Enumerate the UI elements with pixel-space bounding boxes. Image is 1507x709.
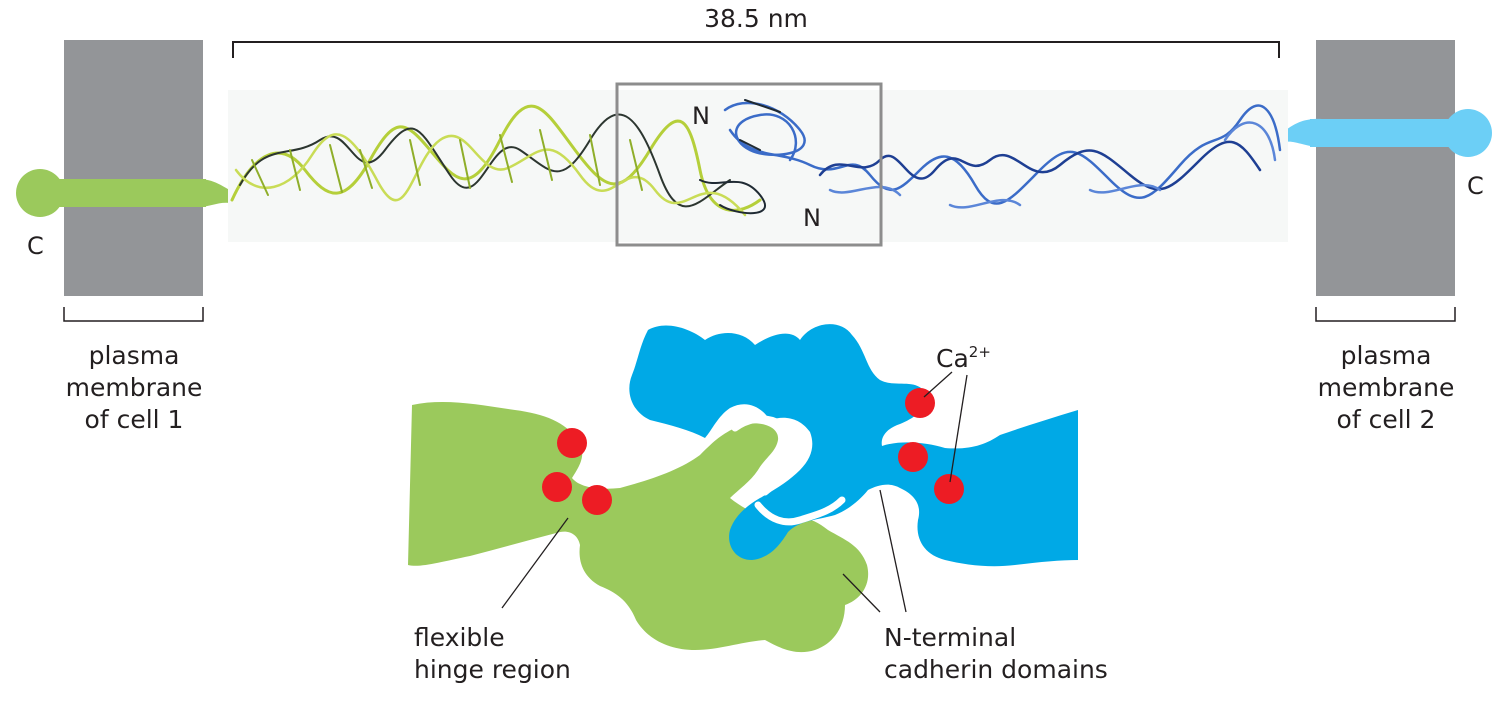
membrane-bracket-cell-2 xyxy=(1315,307,1456,322)
leader-lines xyxy=(501,371,968,613)
ribbon-cell-1 xyxy=(230,104,766,217)
crystal-structure xyxy=(228,82,1288,247)
c-terminus-cell-1: C xyxy=(27,232,44,260)
leader-domains-green xyxy=(842,573,881,613)
interface-box xyxy=(615,82,883,247)
membrane-cell-1 xyxy=(64,40,203,296)
calcium-charge: 2+ xyxy=(968,343,991,361)
membrane-label-line: plasma xyxy=(1340,341,1432,370)
hinge-label-line: hinge region xyxy=(414,655,571,684)
hinge-label: flexible hinge region xyxy=(414,622,571,686)
domains-label: N-terminal cadherin domains xyxy=(884,622,1108,686)
calcium-symbol: Ca xyxy=(936,344,969,373)
leader-hinge xyxy=(501,517,569,609)
calcium-ion xyxy=(905,388,935,418)
tail-cell-2 xyxy=(1280,109,1492,157)
leader-calcium-2 xyxy=(949,374,968,483)
cadherin-domain-cell-2 xyxy=(629,324,1078,567)
cadherin-domain-cell-1 xyxy=(408,402,869,653)
domains-label-line: N-terminal xyxy=(884,623,1017,652)
membrane-label-line: of cell 1 xyxy=(84,405,184,434)
tail-cell-1 xyxy=(16,169,240,217)
membrane-bracket-cell-1 xyxy=(63,307,204,322)
calcium-ion xyxy=(934,474,964,504)
domains-label-line: cadherin domains xyxy=(884,655,1108,684)
calcium-label: Ca2+ xyxy=(936,337,991,374)
length-label: 38.5 nm xyxy=(704,4,808,33)
calcium-ion xyxy=(557,428,587,458)
membrane-label-line: of cell 2 xyxy=(1336,405,1436,434)
n-terminus-bottom: N xyxy=(803,204,821,232)
hinge-label-line: flexible xyxy=(414,623,505,652)
membrane-label-cell-2: plasma membrane of cell 2 xyxy=(1286,340,1486,436)
membrane-label-cell-1: plasma membrane of cell 1 xyxy=(34,340,234,436)
membrane-label-line: membrane xyxy=(1317,373,1455,402)
n-terminus-top: N xyxy=(692,102,710,130)
calcium-ion xyxy=(542,472,572,502)
calcium-ion xyxy=(582,485,612,515)
domain-clefts xyxy=(731,415,846,526)
calcium-ion xyxy=(898,442,928,472)
length-bracket xyxy=(232,41,1280,58)
membrane-cell-2 xyxy=(1316,40,1455,296)
leader-calcium-1 xyxy=(923,371,953,398)
calcium-ions xyxy=(542,388,964,515)
leader-domains-blue xyxy=(879,489,907,613)
membrane-label-line: membrane xyxy=(65,373,203,402)
membrane-label-line: plasma xyxy=(88,341,180,370)
ribbon-cell-2 xyxy=(723,99,1282,209)
c-terminus-cell-2: C xyxy=(1467,172,1484,200)
